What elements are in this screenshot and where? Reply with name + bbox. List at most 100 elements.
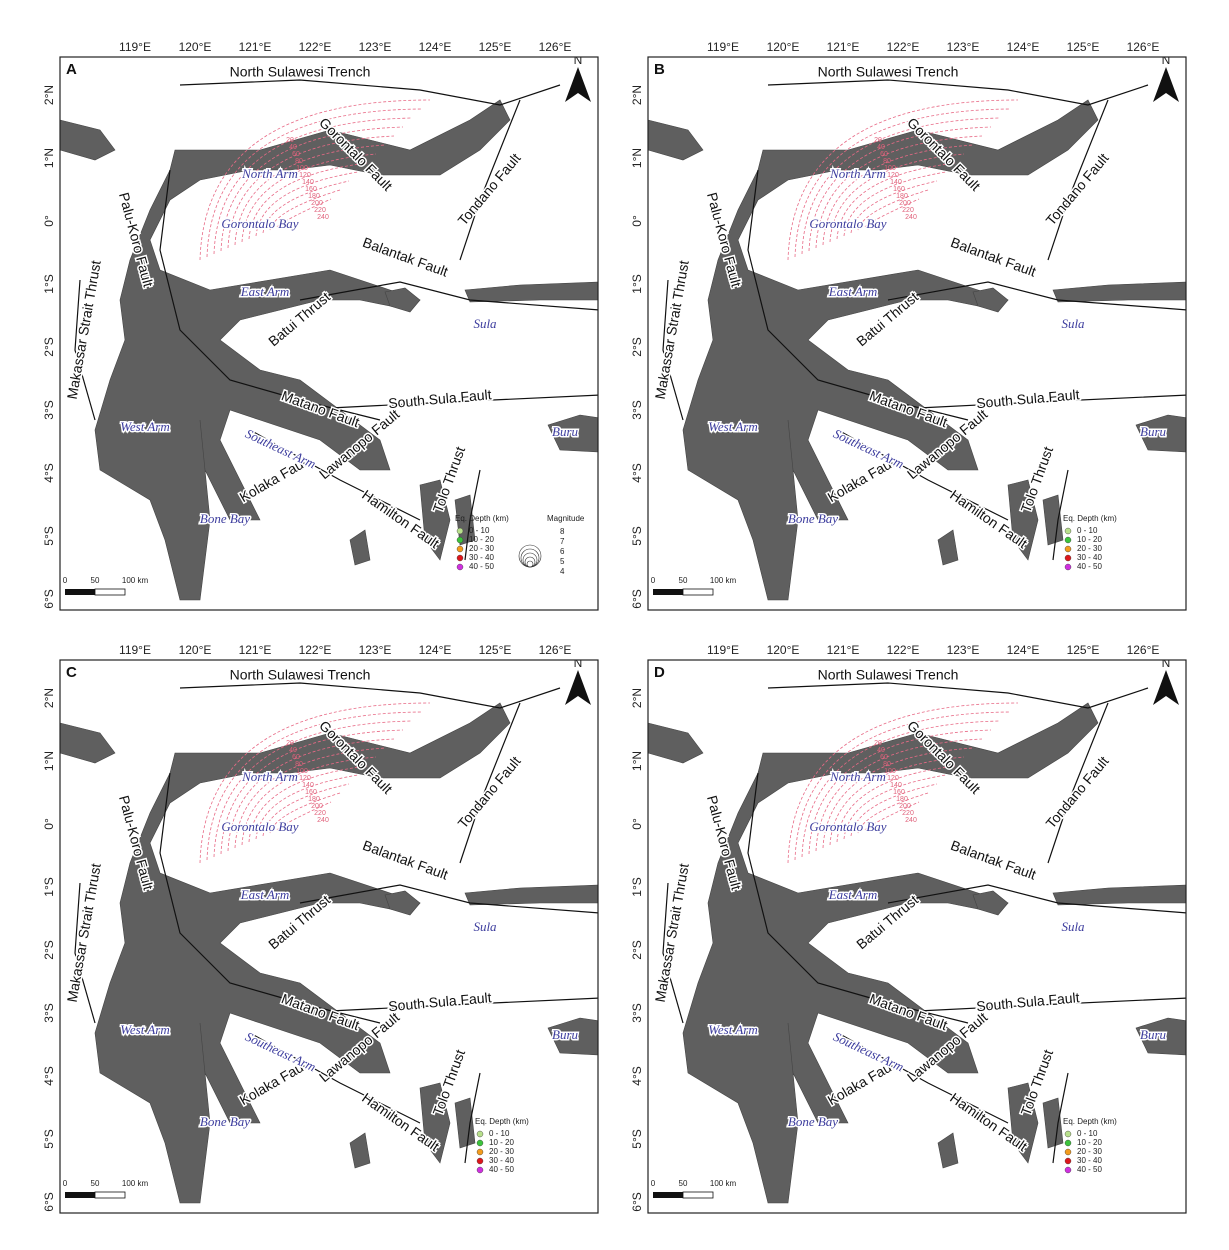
lon-tick-label: 121°E bbox=[239, 40, 272, 54]
lat-tick-label: 6°S bbox=[42, 1192, 56, 1211]
lat-tick-label: 0° bbox=[42, 818, 56, 830]
depth-contour bbox=[787, 702, 1019, 864]
scale-label: 100 km bbox=[122, 1179, 149, 1188]
fault bbox=[464, 469, 481, 561]
legend-swatch bbox=[1064, 527, 1072, 535]
sulawesi bbox=[682, 99, 1099, 601]
island bbox=[547, 1017, 598, 1056]
magnitude-swatch bbox=[526, 560, 534, 568]
area-label: East Arm bbox=[240, 284, 290, 299]
depth-contour bbox=[206, 108, 422, 258]
contour-label: 200 bbox=[311, 200, 323, 207]
depth-contour bbox=[808, 126, 992, 252]
legend-title: Eq. Depth (km) bbox=[1063, 514, 1117, 523]
fault bbox=[1047, 99, 1109, 261]
legend-label: 30 - 40 bbox=[1077, 553, 1102, 562]
legend-swatch bbox=[476, 1157, 484, 1165]
contour-label: 40 bbox=[877, 747, 885, 754]
legend-label: 0 - 10 bbox=[469, 526, 490, 535]
legend-label: 7 bbox=[560, 537, 565, 546]
legend-title: Eq. Depth (km) bbox=[475, 1117, 529, 1126]
legend-label: 0 - 10 bbox=[489, 1129, 510, 1138]
scale-label: 50 bbox=[679, 1179, 688, 1188]
legend-label: 30 - 40 bbox=[469, 553, 494, 562]
area-label: Sula bbox=[1061, 316, 1085, 331]
island bbox=[1052, 281, 1186, 303]
scale-label: 0 bbox=[63, 1179, 68, 1188]
depth-contour bbox=[836, 162, 956, 240]
lat-tick-label: 0° bbox=[630, 215, 644, 227]
lon-tick-label: 125°E bbox=[1067, 643, 1100, 657]
lat-tick-label: 3°S bbox=[42, 400, 56, 419]
lat-tick-label: 3°S bbox=[630, 1003, 644, 1022]
lat-tick-label: 4°S bbox=[42, 1066, 56, 1085]
lon-tick-label: 125°E bbox=[1067, 40, 1100, 54]
lon-tick-label: 119°E bbox=[707, 40, 739, 54]
scale-bar-black bbox=[65, 589, 95, 595]
depth-contour bbox=[241, 153, 377, 243]
depth-contour bbox=[276, 198, 332, 228]
legend-swatch bbox=[456, 536, 464, 544]
lon-tick-label: 122°E bbox=[299, 643, 332, 657]
lon-tick-label: 124°E bbox=[1007, 40, 1040, 54]
map-frame bbox=[647, 56, 1187, 611]
depth-contour bbox=[255, 774, 359, 840]
fault bbox=[662, 279, 684, 421]
depth-contour bbox=[850, 180, 938, 234]
depth-contour bbox=[801, 720, 1001, 858]
legend-label: 5 bbox=[560, 557, 565, 566]
scale-label: 0 bbox=[63, 576, 68, 585]
fault bbox=[159, 772, 381, 1024]
depth-contour bbox=[822, 747, 974, 849]
legend-title: Eq. Depth (km) bbox=[1063, 1117, 1117, 1126]
contour-label: 40 bbox=[289, 144, 297, 151]
contour-label: 160 bbox=[893, 789, 905, 796]
fault-label: North Sulawesi Trench bbox=[818, 667, 959, 683]
lon-tick-label: 125°E bbox=[479, 643, 512, 657]
fault bbox=[747, 169, 969, 421]
area-label: Gorontalo Bay bbox=[221, 216, 298, 231]
area-label: Gorontalo Bay bbox=[221, 819, 298, 834]
fault bbox=[159, 169, 381, 421]
legend-label: 40 - 50 bbox=[489, 1165, 514, 1174]
north-label: N bbox=[574, 656, 583, 670]
depth-contour bbox=[829, 153, 965, 243]
map-frame bbox=[59, 659, 599, 1214]
legend-swatch bbox=[1064, 545, 1072, 553]
island bbox=[464, 884, 598, 906]
island bbox=[1135, 414, 1186, 453]
lat-tick-label: 3°S bbox=[630, 400, 644, 419]
island bbox=[60, 722, 116, 764]
area-label: Sula bbox=[473, 316, 497, 331]
lat-tick-label: 6°S bbox=[630, 589, 644, 608]
fault bbox=[299, 281, 598, 311]
lat-tick-label: 2°N bbox=[42, 85, 56, 105]
area-label: Bone Bay bbox=[200, 511, 250, 526]
legend-swatch bbox=[1064, 1166, 1072, 1174]
depth-contour bbox=[276, 801, 332, 831]
island bbox=[972, 890, 1009, 916]
legend-title: Eq. Depth (km) bbox=[455, 514, 509, 523]
contour-label: 60 bbox=[292, 754, 300, 761]
lat-tick-label: 3°S bbox=[42, 1003, 56, 1022]
contour-label: 220 bbox=[902, 207, 914, 214]
contour-label: 80 bbox=[295, 158, 303, 165]
contour-label: 160 bbox=[305, 789, 317, 796]
legend-label: 40 - 50 bbox=[1077, 562, 1102, 571]
contour-label: 140 bbox=[890, 179, 902, 186]
north-label: N bbox=[574, 53, 583, 67]
depth-contour bbox=[234, 144, 386, 246]
contour-label: 120 bbox=[887, 172, 899, 179]
legend-swatch bbox=[1064, 1157, 1072, 1165]
fault bbox=[249, 1032, 421, 1124]
contour-label: 200 bbox=[899, 200, 911, 207]
legend-swatch bbox=[476, 1139, 484, 1147]
lat-tick-label: 5°S bbox=[42, 1129, 56, 1148]
north-label: N bbox=[1162, 656, 1171, 670]
area-label: East Arm bbox=[828, 887, 878, 902]
scale-label: 100 km bbox=[710, 576, 737, 585]
scale-label: 50 bbox=[91, 1179, 100, 1188]
